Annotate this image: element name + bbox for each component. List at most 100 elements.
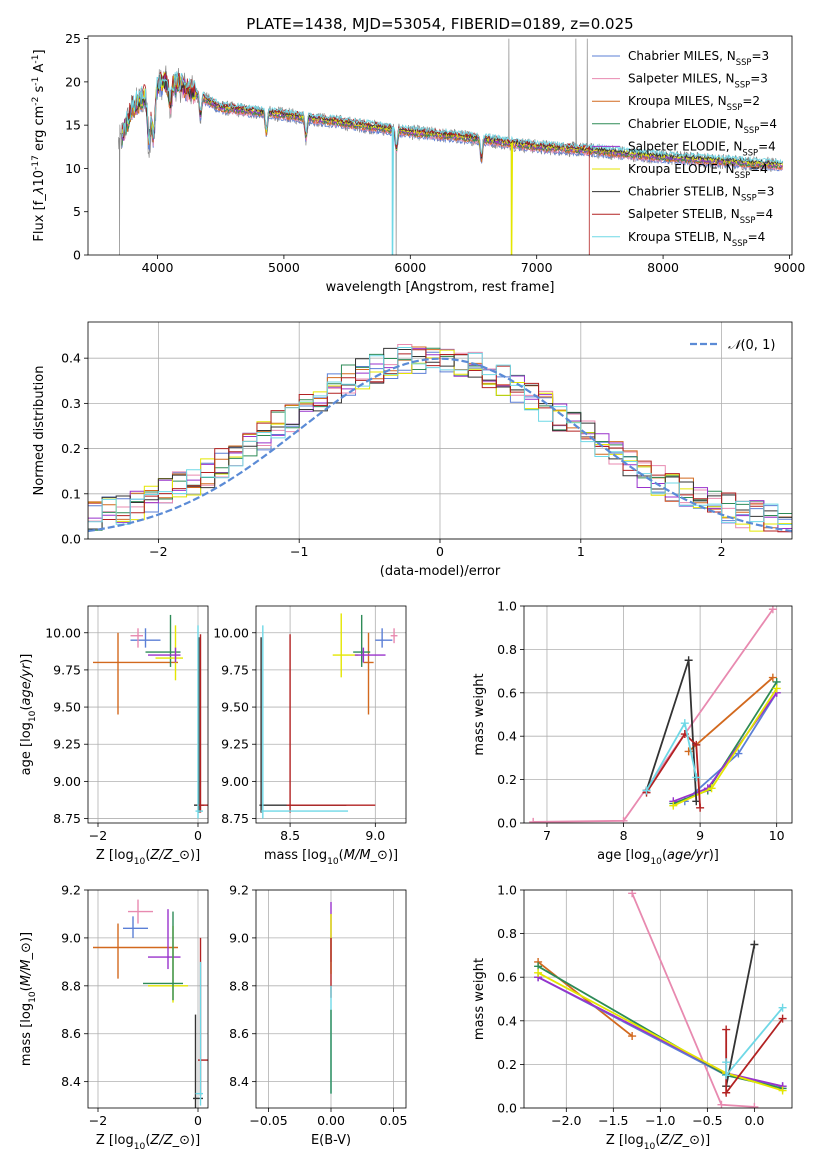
weight-line: [533, 608, 774, 823]
legend-label: Chabrier MILES, NSSP=3: [628, 49, 769, 67]
x-tick-label: 8000: [647, 260, 679, 275]
y-tick-label: 5: [73, 204, 81, 219]
y-tick-label: 9.0: [229, 930, 249, 945]
spectrum-legend: Chabrier MILES, NSSP=3 Salpeter MILES, NS…: [592, 49, 777, 248]
massweight_vs_Z-plot-area: [534, 890, 787, 1108]
y-axis-label: Flux [f_λ10-17 erg cm-2 s-1 A-1]: [31, 49, 47, 241]
weight-marker: [628, 1032, 637, 1041]
massweight_vs_age-plot-area: [529, 606, 781, 823]
y-tick-label: 8.8: [61, 978, 81, 993]
x-tick-label: 9: [696, 828, 704, 843]
weight-marker: [619, 816, 628, 823]
weight-line: [645, 732, 702, 808]
x-tick-label: 7000: [521, 260, 553, 275]
weight-line: [672, 692, 778, 803]
x-axis-label: wavelength [Angstrom, rest frame]: [326, 280, 555, 295]
age_vs_Z-plot-area: [93, 614, 208, 819]
weight-marker: [750, 940, 759, 949]
y-tick-label: 15: [65, 118, 81, 133]
y-tick-label: 9.00: [53, 774, 81, 789]
x-tick-label: 0.0: [744, 1113, 764, 1128]
x-tick-label: −1: [290, 544, 308, 559]
y-tick-label: 8.6: [229, 1026, 249, 1041]
mass_vs_EBV-panel: −0.05 0.00 0.05 8.4 8.6 8.8 9.0 9.2 E(B-V): [229, 883, 407, 1149]
weight-marker: [534, 968, 543, 977]
weight-marker: [734, 749, 743, 758]
y-tick-label: 9.00: [221, 774, 249, 789]
legend-label: Salpeter STELIB, NSSP=4: [628, 207, 773, 225]
legend-label: Kroupa MILES, NSSP=2: [628, 94, 760, 112]
y-tick-label: 0.0: [497, 816, 517, 831]
weight-marker: [768, 673, 777, 682]
x-tick-label: 0: [194, 828, 202, 843]
y-tick-label: 9.2: [229, 883, 249, 898]
y-tick-label: 9.2: [61, 883, 81, 898]
x-tick-label: 8.5: [280, 828, 300, 843]
weight-marker: [768, 606, 777, 614]
y-tick-label: 0.2: [497, 772, 517, 787]
massweight_vs_Z-frame: [523, 889, 793, 1109]
massweight_vs_age-frame: [523, 605, 793, 824]
x-tick-label: −1.0: [645, 1113, 675, 1128]
x-tick-label: 0: [194, 1113, 202, 1128]
figure-title: PLATE=1438, MJD=53054, FIBERID=0189, z=0…: [246, 15, 633, 33]
y-tick-label: 9.0: [61, 930, 81, 945]
y-tick-label: 8.4: [229, 1074, 249, 1089]
weight-marker: [722, 1088, 731, 1097]
x-tick-label: 9000: [774, 260, 806, 275]
weight-line: [688, 676, 774, 753]
y-tick-label: 9.50: [53, 700, 81, 715]
histogram-step: [88, 346, 792, 539]
y-tick-label: 0: [73, 248, 81, 263]
x-tick-label: −1.5: [598, 1113, 628, 1128]
weight-marker: [722, 1071, 731, 1080]
legend-label: Kroupa STELIB, NSSP=4: [628, 230, 765, 248]
y-tick-label: 8.75: [53, 811, 81, 826]
x-tick-label: 2: [718, 544, 726, 559]
spectrum-panel: 4000 5000 6000 7000 8000 9000 0 5 10 15 20 25 wavele…: [31, 31, 805, 295]
mass_vs_Z-panel: −2 0 8.4 8.6 8.8 9.0 9.2 Z [log10(Z/Z_⊙)] mass […: [19, 883, 209, 1152]
x-tick-label: −2.0: [551, 1113, 581, 1128]
weight-marker: [680, 719, 689, 728]
y-tick-label: 25: [65, 31, 81, 46]
spectrum-frame: [87, 35, 793, 256]
x-tick-label: 0.05: [380, 1113, 408, 1128]
legend-label: Salpeter ELODIE, NSSP=4: [628, 139, 776, 157]
x-axis-label: Z [log10(Z/Z_⊙)]: [96, 848, 200, 867]
age_vs_Z-frame: [87, 605, 209, 824]
x-tick-label: 9.0: [365, 828, 385, 843]
x-tick-label: 0.00: [317, 1113, 345, 1128]
y-tick-label: 0.4: [61, 351, 81, 366]
residuals-plot-area: [88, 344, 792, 539]
weight-marker: [707, 784, 716, 793]
x-axis-label: Z [log10(Z/Z_⊙)]: [96, 1133, 200, 1152]
y-tick-label: 0.4: [497, 729, 517, 744]
x-tick-label: 1: [577, 544, 585, 559]
x-axis-label: age [log10(age/yr)]: [597, 848, 719, 867]
weight-marker: [717, 1100, 726, 1108]
y-tick-label: 9.25: [221, 737, 249, 752]
y-tick-label: 0.1: [61, 486, 81, 501]
age_vs_mass-plot-area: [259, 613, 398, 819]
y-tick-label: 0.0: [61, 532, 81, 547]
y-tick-label: 8.8: [229, 978, 249, 993]
y-tick-label: 8.4: [61, 1074, 81, 1089]
x-tick-label: −0.5: [692, 1113, 722, 1128]
weight-marker: [628, 890, 637, 898]
y-tick-label: 10.00: [45, 625, 81, 640]
mass_vs_EBV-frame: [255, 889, 407, 1109]
x-tick-label: −2: [89, 828, 107, 843]
x-axis-label: (data-model)/error: [380, 564, 501, 579]
residuals-panel: −2 −1 0 1 2 0.0 0.1 0.2 0.3 0.4 (data-model)/error…: [32, 321, 793, 579]
weight-marker: [778, 1003, 787, 1012]
legend-label: Kroupa ELODIE, NSSP=4: [628, 162, 768, 180]
y-axis-label: mass [log10(M/M_⊙)]: [19, 932, 38, 1066]
panels: 4000 5000 6000 7000 8000 90000510152025wavele…: [19, 31, 805, 1152]
weight-marker: [778, 1014, 787, 1023]
x-tick-label: 0: [436, 544, 444, 559]
residuals-frame: [87, 321, 793, 540]
x-tick-label: 7: [543, 828, 551, 843]
y-tick-label: 10.00: [213, 625, 249, 640]
weight-marker: [722, 1058, 731, 1067]
